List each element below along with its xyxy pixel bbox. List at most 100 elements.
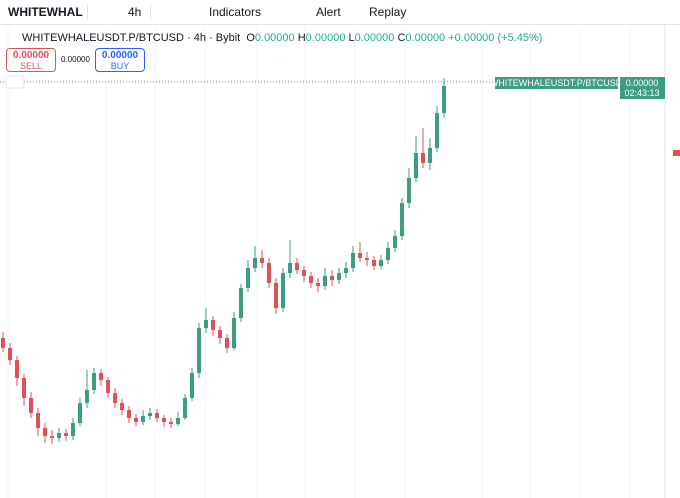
candle-body — [148, 413, 152, 416]
candle-body — [127, 410, 131, 418]
symbol-tag-text: WHITEWHALEUSDT.P/BTCUSD — [490, 78, 623, 88]
price-tag-text: 0.00000 — [626, 78, 659, 88]
h-label: H — [297, 32, 306, 44]
separator — [150, 4, 151, 20]
candle-body — [260, 258, 264, 263]
candle-body — [386, 248, 390, 260]
separator — [87, 4, 88, 20]
candle-body — [176, 418, 180, 424]
candle-body — [323, 276, 327, 286]
interval[interactable]: 4h — [128, 5, 142, 19]
countdown: 02:43:13 — [624, 88, 659, 98]
candle-body — [218, 330, 222, 338]
candle-body — [428, 148, 432, 163]
candle-body — [393, 236, 397, 248]
candle-body — [302, 270, 306, 276]
buy-label: BUY — [110, 61, 130, 71]
candle-body — [246, 268, 250, 288]
candle-body — [183, 398, 187, 418]
candle-body — [169, 422, 173, 424]
collapse-button[interactable] — [5, 75, 25, 89]
indicators[interactable]: Indicators — [209, 5, 262, 19]
candle-body — [57, 433, 61, 438]
candle-body — [155, 413, 159, 418]
candle-body — [253, 258, 257, 268]
candle-body — [113, 393, 117, 403]
o-label: O — [246, 32, 255, 44]
candle-body — [281, 273, 285, 308]
candle-body — [36, 413, 40, 428]
l-label: L — [348, 32, 355, 44]
candle-body — [351, 253, 355, 268]
alert[interactable]: Alert — [316, 5, 341, 19]
change: +0.00000 (+5.45%) — [448, 32, 543, 44]
candle-body — [120, 403, 124, 410]
candle-body — [435, 113, 439, 148]
candle-body — [309, 276, 313, 283]
symbol[interactable]: WHITEWHAL — [8, 5, 83, 19]
candle-body — [316, 283, 320, 286]
o-value: 0.00000 — [254, 32, 295, 44]
candle-body — [141, 416, 145, 422]
candle-body — [295, 263, 299, 270]
candle-body — [204, 320, 208, 328]
candle-body — [365, 258, 369, 260]
buy-price: 0.00000 — [101, 50, 139, 61]
candle-body — [358, 253, 362, 258]
candle-body — [330, 276, 334, 280]
candle-body — [379, 260, 383, 266]
candle-body — [190, 373, 194, 398]
candle-body — [1, 338, 5, 348]
candle-body — [43, 428, 47, 436]
candle-body — [414, 153, 418, 178]
candle-body — [239, 288, 243, 318]
candle-body — [134, 418, 138, 422]
candle-body — [99, 373, 103, 380]
candle-body — [22, 378, 26, 398]
sell-button[interactable]: 0.00000 SELL — [6, 48, 56, 72]
spread: 0.00000 — [61, 55, 90, 64]
candle-body — [106, 380, 110, 393]
candle-body — [274, 283, 278, 308]
c-label: C — [397, 32, 406, 44]
candle-body — [78, 403, 82, 423]
toolbar: WHITEWHAL 4h Indicators Alert Replay — [0, 0, 680, 25]
sell-label: SELL — [19, 61, 43, 71]
c-value: 0.00000 — [405, 32, 446, 44]
candle-body — [267, 263, 271, 283]
grid — [7, 25, 631, 498]
candle-body — [71, 423, 75, 436]
replay[interactable]: Replay — [369, 5, 407, 19]
candle-body — [288, 263, 292, 273]
candle-body — [344, 268, 348, 273]
candle-body — [197, 328, 201, 373]
candle-body — [92, 373, 96, 390]
candle-body — [337, 273, 341, 280]
price-marker — [673, 150, 680, 156]
sell-price: 0.00000 — [12, 50, 50, 61]
candle-body — [372, 260, 376, 266]
candle-body — [85, 390, 89, 403]
legend: WHITEWHALEUSDT.P/BTCUSD · 4h · Bybit O0.… — [22, 32, 542, 44]
candle-body — [232, 318, 236, 348]
h-value: 0.00000 — [305, 32, 346, 44]
candle-body — [64, 433, 68, 436]
candle-body — [29, 398, 33, 413]
candle-body — [400, 203, 404, 236]
price-tag — [620, 77, 665, 99]
candle-body — [421, 153, 425, 163]
candle-body — [407, 178, 411, 203]
candles — [1, 78, 446, 444]
candle-body — [211, 320, 215, 330]
candle-body — [162, 418, 166, 422]
candle-body — [8, 348, 12, 360]
candle-body — [225, 338, 229, 348]
candle-body — [50, 436, 54, 438]
candle-body — [15, 360, 19, 378]
buy-button[interactable]: 0.00000 BUY — [95, 48, 145, 72]
symbol-tag — [495, 77, 618, 89]
legend-title: WHITEWHALEUSDT.P/BTCUSD · 4h · Bybit — [22, 32, 241, 44]
candle-body — [442, 86, 446, 113]
